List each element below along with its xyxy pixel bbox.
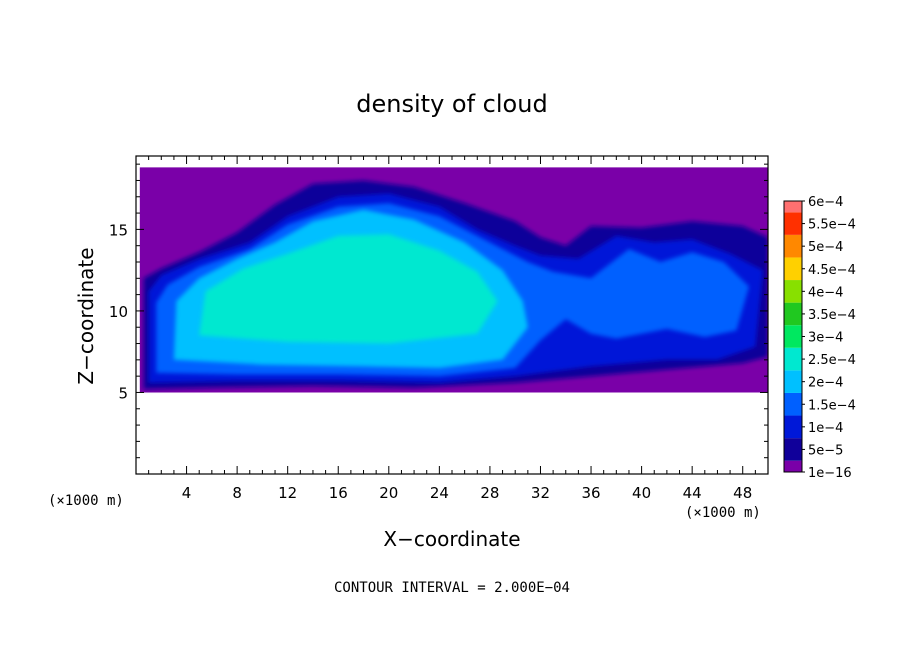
colorbar-swatch: [784, 234, 802, 258]
colorbar-label: 5e−5: [808, 443, 843, 458]
x-tick-label: 28: [480, 484, 499, 502]
colorbar-swatch: [784, 325, 802, 348]
x-tick-label: 16: [329, 484, 348, 502]
y-axis: 5 10 15: [109, 163, 768, 459]
colorbar-swatch: [784, 280, 802, 303]
x-tick-label: 24: [430, 484, 449, 502]
x-tick-label: 48: [733, 484, 752, 502]
colorbar-label: 2.5e−4: [808, 353, 856, 368]
x-axis-label: X−coordinate: [383, 527, 520, 551]
y-tick-label: 10: [109, 303, 128, 321]
y-tick-label: 15: [109, 221, 128, 239]
x-tick-label: 8: [232, 484, 242, 502]
chart-title: density of cloud: [356, 90, 547, 118]
colorbar-label: 4.5e−4: [808, 263, 856, 278]
colorbar-swatch: [784, 438, 802, 461]
x-tick-label: 12: [278, 484, 297, 502]
colorbar-label: 5e−4: [808, 240, 843, 255]
colorbar-label: 1.5e−4: [808, 398, 856, 413]
colorbar-swatch: [784, 347, 802, 371]
colorbar-swatch: [784, 392, 802, 416]
colorbar-swatch: [784, 257, 802, 281]
colorbar-swatch: [784, 201, 802, 213]
colorbar-swatch: [784, 460, 802, 472]
x-tick-label: 32: [531, 484, 550, 502]
colorbar-swatch: [784, 370, 802, 393]
y-unit-label: (×1000 m): [48, 493, 124, 509]
x-tick-label: 20: [379, 484, 398, 502]
colorbar-label: 2e−4: [808, 376, 843, 391]
colorbar-swatch: [784, 212, 802, 235]
y-tick-label: 5: [118, 384, 128, 402]
colorbar-swatch: [784, 415, 802, 439]
colorbar-label: 1e−16: [808, 466, 852, 481]
colorbar-swatch: [784, 302, 802, 326]
colorbar-label: 4e−4: [808, 285, 843, 300]
x-tick-label: 40: [632, 484, 651, 502]
colorbar-label: 1e−4: [808, 421, 843, 436]
density-region-level-5: [199, 234, 498, 344]
density-field: [139, 167, 768, 393]
x-tick-label: 4: [182, 484, 192, 502]
colorbar-label: 3e−4: [808, 331, 843, 346]
colorbar: 1e−16 5e−5 1e−4 1.5e−4 2e−4 2.5e−4 3e−4 3.5e−4 4…: [783, 195, 856, 481]
colorbar-label: 3.5e−4: [808, 308, 856, 323]
colorbar-label: 5.5e−4: [808, 218, 856, 233]
x-tick-label: 36: [581, 484, 600, 502]
x-axis: 4 8 12 16 20 24 28 32 36 40 44 48: [148, 156, 756, 502]
x-unit-label: (×1000 m): [685, 505, 761, 521]
colorbar-label: 6e−4: [808, 195, 843, 210]
contour-interval-footer: CONTOUR INTERVAL = 2.000E−04: [334, 580, 570, 596]
y-axis-label: Z−coordinate: [74, 247, 98, 384]
x-tick-label: 44: [683, 484, 702, 502]
